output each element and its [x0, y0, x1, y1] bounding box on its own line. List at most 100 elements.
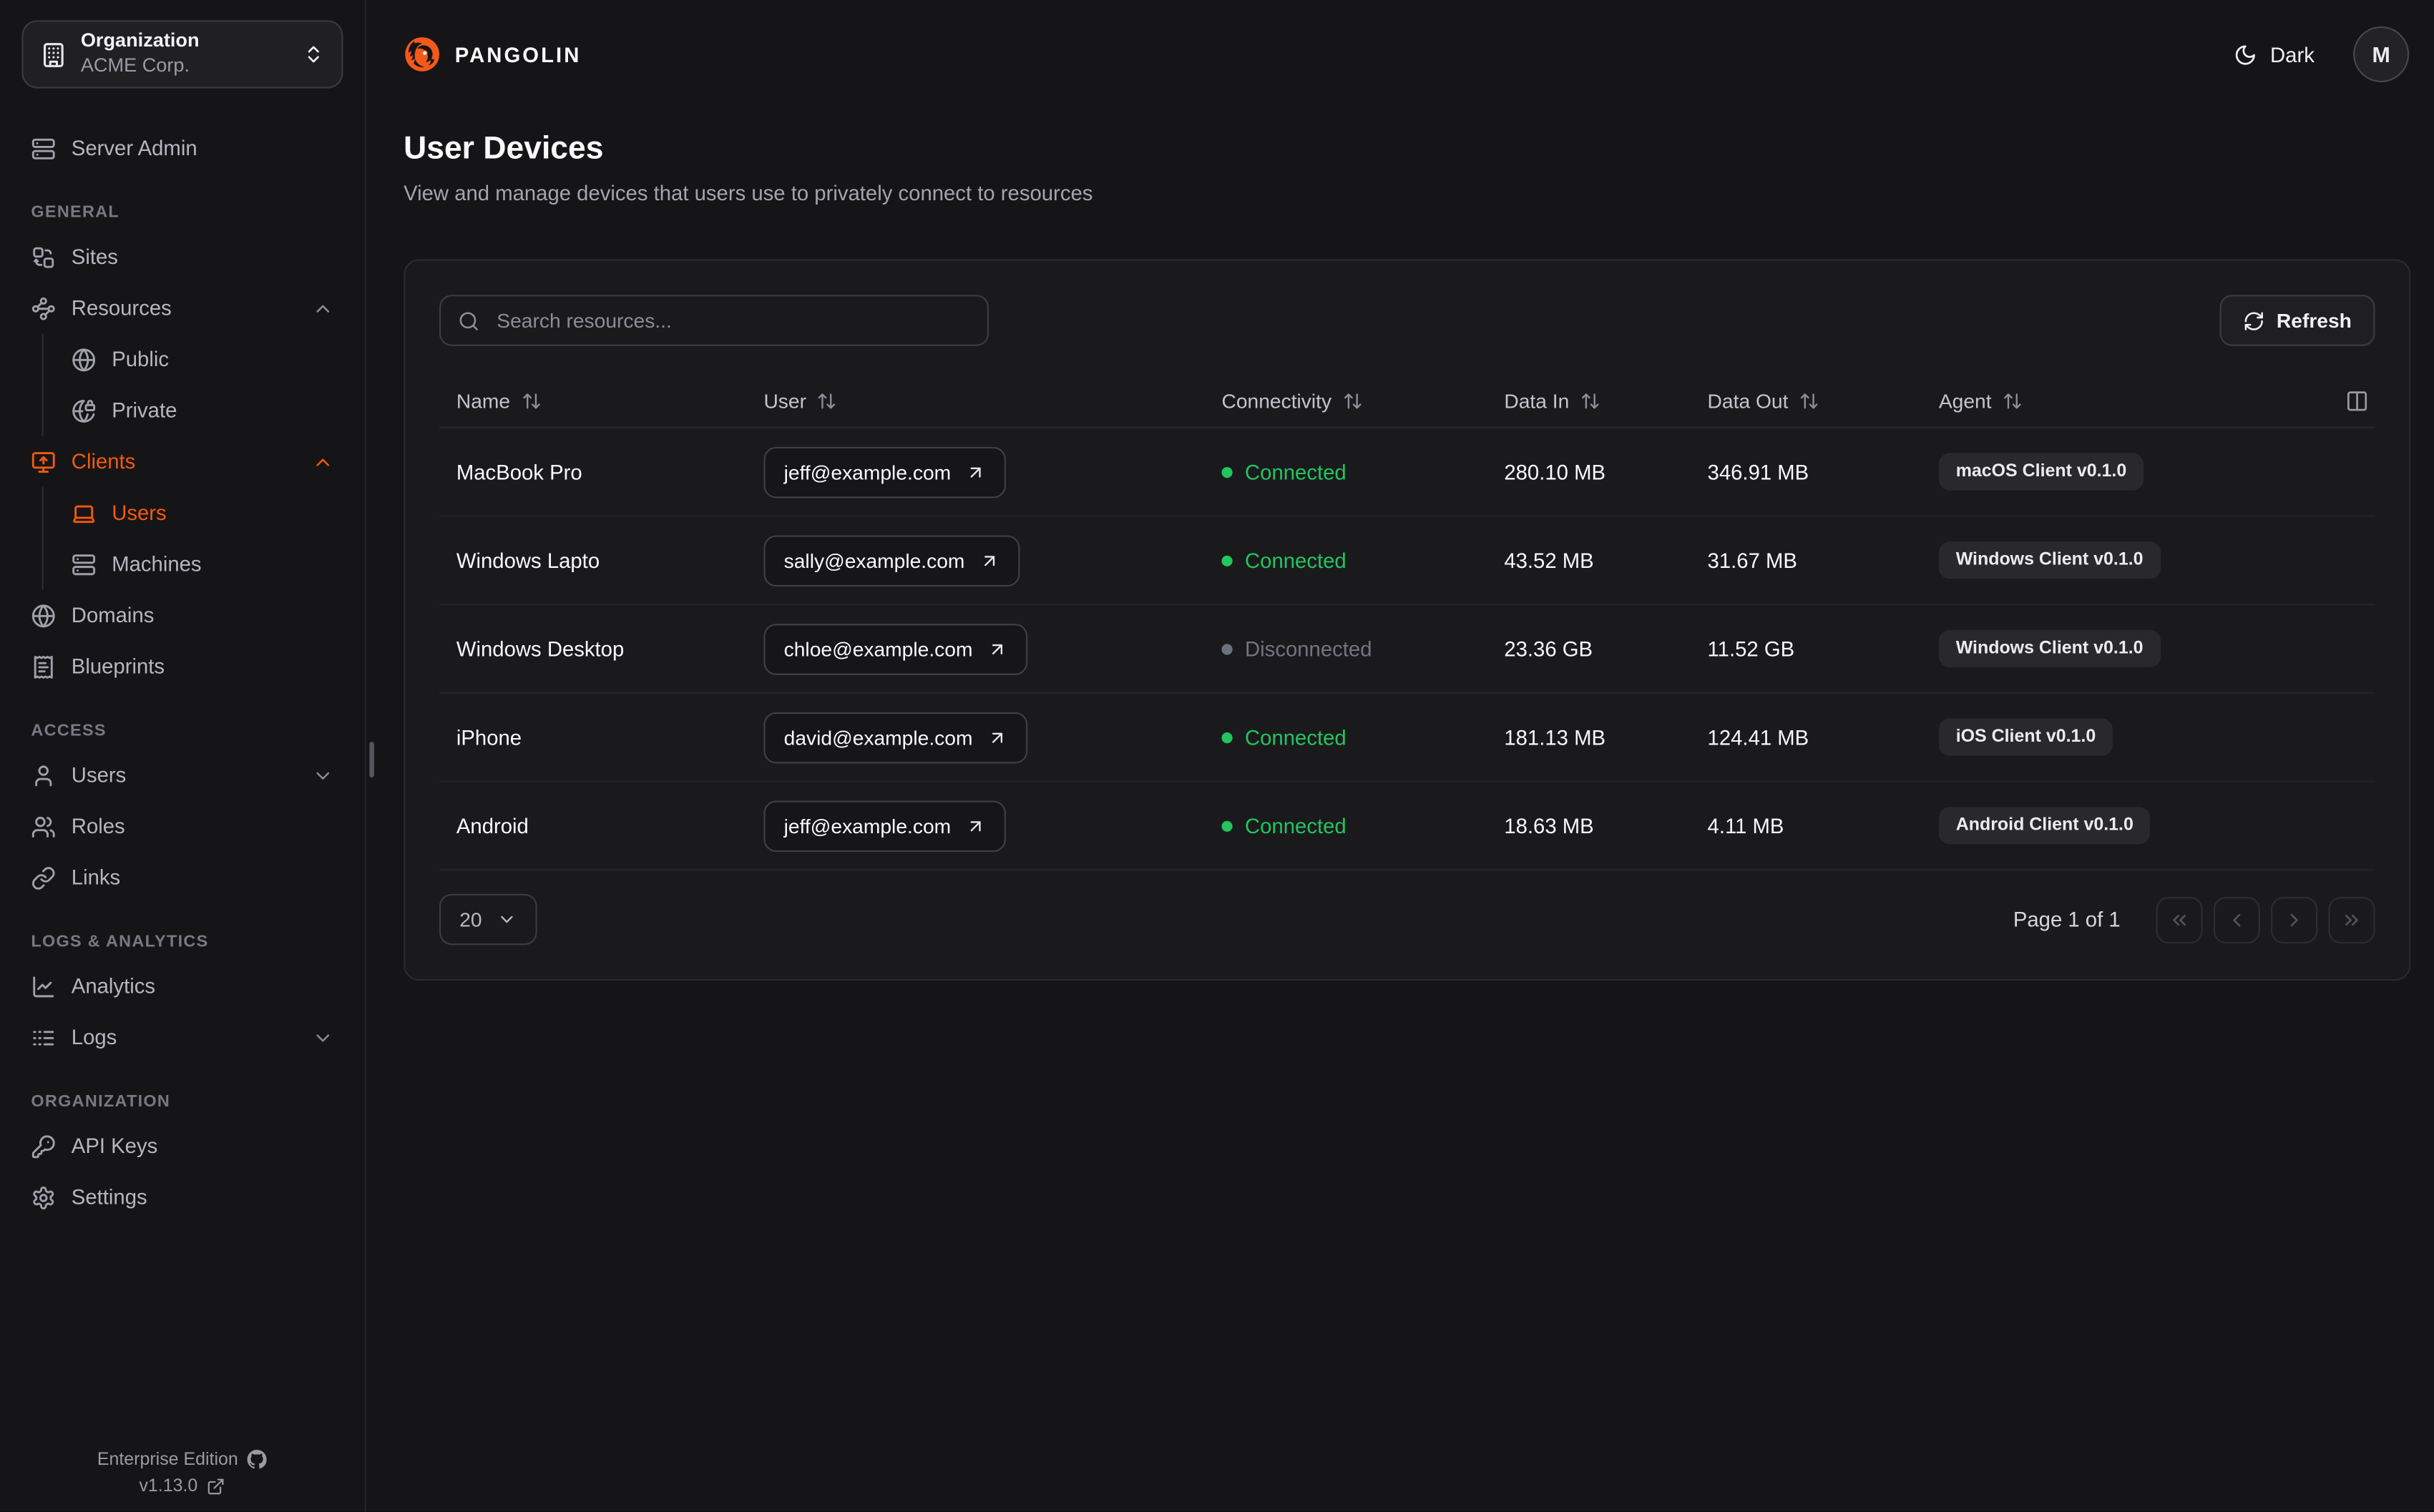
page-size-select[interactable]: 20	[439, 893, 538, 946]
sidebar-item-users[interactable]: Users	[21, 750, 343, 801]
sidebar-item-domains[interactable]: Domains	[21, 589, 343, 641]
search-input[interactable]	[493, 307, 970, 334]
sidebar-item-links[interactable]: Links	[21, 852, 343, 903]
connectivity-status: Connected	[1221, 725, 1346, 749]
org-value: ACME Corp.	[80, 54, 190, 77]
device-name: Windows Lapto	[456, 548, 600, 572]
arrow-up-right-icon	[987, 727, 1007, 747]
table-row: Windows Desktop chloe@example.com Discon…	[439, 605, 2375, 694]
next-page-button[interactable]	[2271, 895, 2318, 943]
section-label-logs-analytics: LOGS & ANALYTICS	[31, 932, 209, 951]
data-in-value: 280.10 MB	[1504, 460, 1606, 483]
columns-icon[interactable]	[2345, 388, 2369, 412]
user-link[interactable]: chloe@example.com	[763, 623, 1027, 674]
sidebar-scrollbar-thumb[interactable]	[369, 742, 374, 777]
column-header-name[interactable]: Name	[439, 388, 747, 412]
user-link[interactable]: david@example.com	[763, 711, 1027, 763]
section-label-organization: ORGANIZATION	[31, 1092, 171, 1111]
user-link[interactable]: jeff@example.com	[763, 800, 1006, 852]
chevron-up-icon	[312, 297, 333, 318]
table-row: Windows Lapto sally@example.com Connecte…	[439, 516, 2375, 606]
refresh-icon	[2242, 310, 2264, 331]
sidebar-footer: Enterprise Edition v1.13.0	[21, 1449, 343, 1511]
status-dot	[1221, 554, 1233, 566]
previous-page-button[interactable]	[2213, 895, 2260, 943]
arrow-up-right-icon	[979, 550, 999, 570]
sidebar-item-api-keys[interactable]: API Keys	[21, 1120, 343, 1172]
sidebar-item-public[interactable]: Public	[68, 333, 343, 385]
main-content: PANGOLIN Dark M User Devices View and ma…	[368, 0, 2434, 1511]
clients-subnav: Users Machines	[41, 487, 343, 590]
chevron-up-icon	[312, 451, 333, 472]
theme-toggle[interactable]: Dark	[2225, 41, 2324, 67]
search-icon	[458, 310, 479, 331]
section-label-general: GENERAL	[31, 203, 120, 222]
sidebar-item-blueprints[interactable]: Blueprints	[21, 641, 343, 692]
sidebar-item-private[interactable]: Private	[68, 385, 343, 436]
sidebar: Organization ACME Corp. Server Admin GEN…	[0, 0, 367, 1512]
agent-badge: Windows Client v0.1.0	[1938, 541, 2161, 579]
sidebar-item-resources[interactable]: Resources	[21, 283, 343, 334]
org-label: Organization	[80, 30, 200, 52]
edition-line[interactable]: Enterprise Edition	[97, 1449, 268, 1469]
sidebar-item-settings[interactable]: Settings	[21, 1172, 343, 1223]
agent-badge: Android Client v0.1.0	[1938, 807, 2151, 845]
sidebar-item-clients[interactable]: Clients	[21, 436, 343, 488]
link-icon	[31, 865, 56, 890]
chevron-down-icon	[312, 1026, 333, 1048]
key-icon	[31, 1134, 56, 1159]
table-row: MacBook Pro jeff@example.com Connected 2…	[439, 428, 2375, 517]
sidebar-item-machines[interactable]: Machines	[68, 539, 343, 590]
org-selector[interactable]: Organization ACME Corp.	[21, 20, 343, 89]
data-in-value: 181.13 MB	[1504, 725, 1606, 749]
users-icon	[31, 814, 56, 839]
first-page-button[interactable]	[2156, 895, 2203, 943]
column-header-agent[interactable]: Agent	[1922, 388, 2322, 412]
sidebar-item-analytics[interactable]: Analytics	[21, 961, 343, 1012]
globe-icon	[72, 347, 97, 372]
agent-badge: Windows Client v0.1.0	[1938, 629, 2161, 667]
user-icon	[31, 762, 56, 787]
external-link-icon	[207, 1477, 225, 1496]
version-line[interactable]: v1.13.0	[139, 1477, 225, 1496]
building-icon	[40, 41, 67, 67]
sidebar-item-client-users[interactable]: Users	[68, 487, 343, 539]
gear-icon	[31, 1184, 56, 1209]
server-icon	[31, 136, 56, 161]
sort-icon	[1580, 391, 1600, 411]
laptop-icon	[72, 501, 97, 526]
connectivity-status: Connected	[1221, 814, 1346, 837]
sidebar-nav: Server Admin GENERAL Sites Resources Pub…	[21, 122, 343, 1222]
arrow-up-right-icon	[987, 639, 1007, 659]
refresh-button[interactable]: Refresh	[2219, 295, 2375, 346]
column-header-data-in[interactable]: Data In	[1487, 388, 1690, 412]
status-dot	[1221, 731, 1233, 743]
sort-icon	[521, 391, 541, 411]
column-header-user[interactable]: User	[747, 388, 1205, 412]
sidebar-item-server-admin[interactable]: Server Admin	[21, 122, 343, 174]
device-name: Windows Desktop	[456, 637, 625, 661]
resources-subnav: Public Private	[41, 333, 343, 436]
sidebar-item-sites[interactable]: Sites	[21, 231, 343, 283]
agent-badge: macOS Client v0.1.0	[1938, 453, 2144, 491]
user-link[interactable]: sally@example.com	[763, 534, 1020, 586]
sidebar-item-roles[interactable]: Roles	[21, 801, 343, 853]
data-in-value: 43.52 MB	[1504, 548, 1594, 572]
user-menu-avatar[interactable]: M	[2353, 26, 2410, 82]
last-page-button[interactable]	[2328, 895, 2375, 943]
brand-name: PANGOLIN	[454, 42, 582, 67]
sort-icon	[817, 391, 837, 411]
receipt-text-icon	[31, 654, 56, 679]
devices-card: Refresh Name User Connectivity Data In D…	[404, 259, 2411, 981]
waypoints-icon	[31, 295, 56, 320]
brand: PANGOLIN	[404, 36, 581, 73]
agent-badge: iOS Client v0.1.0	[1938, 718, 2113, 756]
column-header-connectivity[interactable]: Connectivity	[1205, 388, 1487, 412]
user-link[interactable]: jeff@example.com	[763, 446, 1006, 498]
connectivity-status: Connected	[1221, 549, 1346, 571]
sort-icon	[1799, 391, 1819, 411]
data-out-value: 31.67 MB	[1707, 548, 1797, 572]
column-header-data-out[interactable]: Data Out	[1691, 388, 1922, 412]
sidebar-item-logs[interactable]: Logs	[21, 1012, 343, 1064]
